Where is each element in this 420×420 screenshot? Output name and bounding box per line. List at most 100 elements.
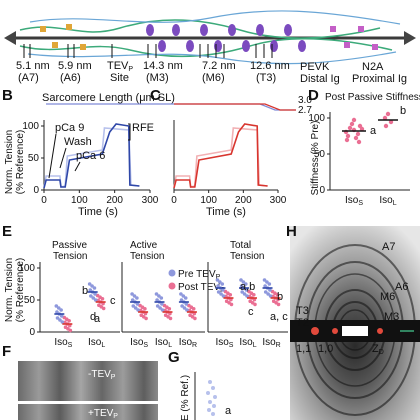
b-annot-arrows [48,123,131,179]
e-letter-d: d [90,311,96,323]
e-point-pre [263,284,267,288]
panel-f: F -TEVP +TEVP [2,343,158,420]
thin-filament-top [29,10,401,25]
repeat-arrows [23,44,273,58]
region-distal-ig: Distal Ig [300,73,340,85]
e-xtick-label: IsoS [215,337,233,349]
e-point-pre [155,304,160,308]
legend-pre: Pre TEVP [178,269,221,281]
f-label-plus: +TEVP [88,408,118,420]
d-point-isos [353,135,359,141]
e-point-pre [92,286,97,290]
d-point-isos [344,137,350,143]
e-point-pre [131,304,136,308]
d-plot: 100 50 0 IsoS IsoL a b [308,105,410,207]
panel-e: E Norm. Tension (% Reference) Passive Te… [2,223,288,349]
right-z-disc [404,31,416,45]
sl-tick-30-b: 3.0 [298,95,312,106]
e-letter-ac: a, c [270,311,288,323]
e-point-post [101,306,106,311]
y-tick-label: 0 [33,185,39,196]
e-point-pre [93,298,98,302]
d-point-isos [349,121,355,127]
legend-marker-post [168,282,176,290]
d-point-isol [388,119,394,125]
d-point-isos [356,139,362,145]
e-point-pre [56,306,61,310]
e-letter-c-total: c [248,306,254,318]
region-proximal-ig: Proximal Ig [352,73,407,85]
f-label-minus: -TEVP [88,369,116,381]
e-point-post [100,297,105,301]
e-point-pre [154,292,159,296]
e-xtick-label: IsoL [88,337,105,349]
h-a6: A6 [395,281,408,293]
c-ticks: 0 100 200 300 [171,190,287,206]
e-xtick-label: IsoS [54,337,72,349]
h-t3: T3 [296,305,309,317]
e-point-pre [90,284,94,288]
x-tick-label: 200 [235,195,252,206]
e-point-pre [136,308,140,312]
d-point-isos [345,133,351,139]
sarcomere-length-title: Sarcomere Length (μm SL) [42,92,175,104]
trace-dark [173,123,268,189]
e-point-pre [132,294,137,298]
d-point-isos [357,123,363,129]
d-title: Post Passive Stiffness [325,92,420,103]
panel-a-schematic: 5.1 nm (A7) 5.9 nm (A6) TEVP Site 14.3 n… [4,10,416,85]
e-point-pre [157,294,161,298]
x-tick-label: 100 [71,195,88,206]
e-point-pre [221,288,225,292]
b-ylabel-1: Norm. Tension [4,130,15,194]
region-n2a: N2A [362,61,384,73]
e-point-post [191,307,196,311]
e-point-pre [268,294,273,298]
panel-d: D Post Passive Stiffness Stiffness (% Pr… [308,87,420,207]
b-ticks: 0 100 200 300 100 50 0 [22,121,158,206]
panel-letter-g: G [168,349,180,366]
e-point-pre [218,280,222,284]
d-letter-a: a [370,125,377,137]
e-point-pre [262,278,267,282]
e-point-pre [220,282,225,286]
c-xlabel: Time (s) [206,206,246,218]
e-point-pre [58,318,62,322]
e-point-pre [87,282,92,286]
e-point-pre [219,292,223,296]
e-point-pre [130,292,134,296]
e-point-pre [159,296,164,300]
annot-pca9: pCa 9 [55,122,84,134]
e-point-pre [155,298,159,302]
e-point-pre [239,284,244,288]
annot-t3-main: 12.6 nm [250,60,290,72]
panel-letter-c: C [150,87,161,104]
e-point-post [167,307,172,311]
annot-m6-main: 7.2 nm [202,60,236,72]
annot-a6-sub: (A6) [60,72,81,84]
h-11: 1,1 [296,343,311,355]
e-point-pre [59,314,64,318]
e-point-pre [265,280,269,284]
x-tick-label: 100 [200,195,217,206]
annot-pca6: pCa 6 [76,150,105,162]
e-point-pre [130,298,135,302]
b-axes [43,120,150,191]
e-ytick-label: 50 [24,295,36,306]
c-traces [173,123,268,189]
e-passive-title-1: Passive [52,240,87,251]
d-point-isos [355,131,361,137]
beam-stop [342,326,368,336]
e-point-post [67,319,71,323]
annot-tev-site: Site [110,72,129,84]
h-zd: ZD [372,343,384,356]
h-m6: M6 [380,291,395,303]
e-ylabel-1: Norm. Tension [4,258,15,322]
e-point-post [276,302,281,307]
d-ylabel: Stiffness (% Pre) [310,121,321,196]
annot-a6-main: 5.9 nm [58,60,92,72]
d-point-isol [385,111,391,117]
e-point-pre [184,302,189,306]
e-letter-ab: a,b [240,281,255,293]
e-active-title-2: Tension [130,251,164,262]
